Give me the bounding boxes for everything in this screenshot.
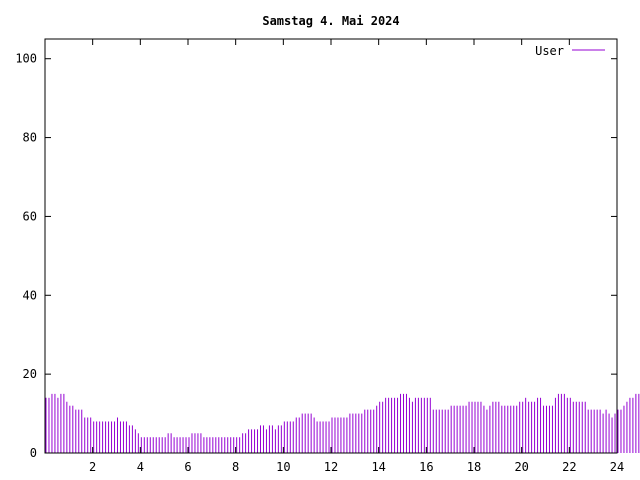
- x-tick-label: 2: [89, 460, 96, 474]
- legend: User: [535, 44, 605, 58]
- x-tick-label: 14: [371, 460, 385, 474]
- x-tick-label: 16: [419, 460, 433, 474]
- chart-title: Samstag 4. Mai 2024: [262, 14, 399, 28]
- x-tick-label: 20: [514, 460, 528, 474]
- x-tick-label: 6: [184, 460, 191, 474]
- x-tick-label: 18: [467, 460, 481, 474]
- plot-area-frame: [44, 38, 618, 454]
- y-tick-label: 20: [23, 367, 37, 381]
- y-tick-label: 0: [30, 446, 37, 460]
- y-tick-label: 80: [23, 131, 37, 145]
- y-tick-label: 40: [23, 288, 37, 302]
- x-tick-label: 8: [232, 460, 239, 474]
- x-tick-label: 4: [137, 460, 144, 474]
- x-tick-label: 24: [610, 460, 624, 474]
- y-tick-label: 60: [23, 209, 37, 223]
- x-tick-label: 10: [276, 460, 290, 474]
- y-tick-label: 100: [15, 52, 37, 66]
- bar-series-user: [45, 393, 640, 453]
- x-tick-label: 22: [562, 460, 576, 474]
- legend-label-user: User: [535, 44, 564, 58]
- x-tick-label: 12: [324, 460, 338, 474]
